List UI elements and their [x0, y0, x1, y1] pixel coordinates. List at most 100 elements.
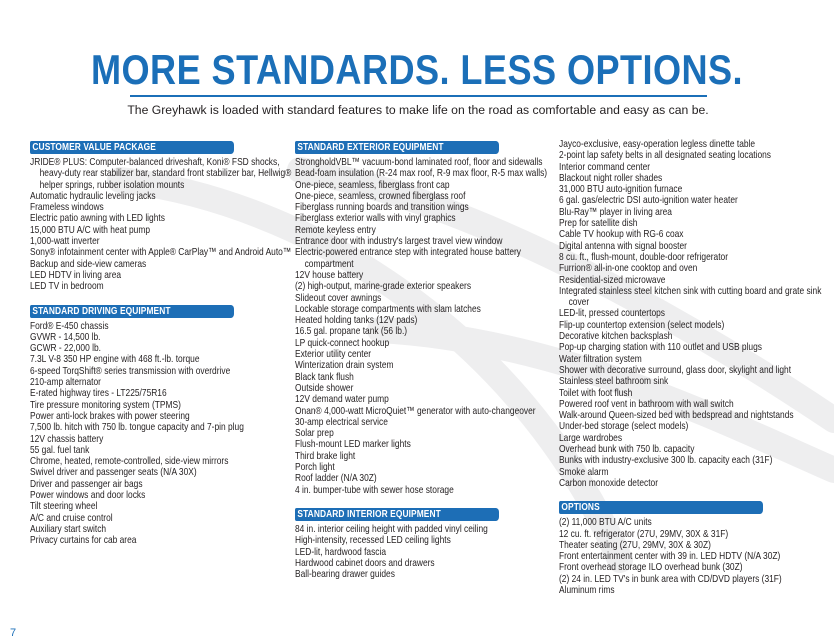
feature-item: Exterior utility center — [295, 348, 372, 361]
feature-item: Front overhead storage ILO overhead bunk… — [559, 561, 743, 574]
feature-item: 84 in. interior ceiling height with padd… — [295, 522, 488, 535]
feature-item: LED HDTV in living area — [30, 268, 122, 281]
feature-item: (2) high-output, marine-grade exterior s… — [295, 280, 472, 293]
feature-item: Chrome, heated, remote-controlled, side-… — [30, 455, 229, 468]
feature-item: Heated holding tanks (12V pads) — [295, 314, 418, 327]
feature-item: Bunks with industry-exclusive 300 lb. ca… — [559, 454, 773, 467]
section-heading: STANDARD DRIVING EQUIPMENT — [30, 304, 234, 318]
feature-item: Interior command center — [559, 160, 651, 173]
feature-item: Walk-around Queen-sized bed with bedspre… — [559, 409, 794, 422]
feature-item: 12 cu. ft. refrigerator (27U, 29MV, 30X … — [559, 527, 729, 540]
feature-item: Residential-sized microwave — [559, 273, 666, 286]
feature-item: 12V demand water pump — [295, 393, 389, 406]
feature-item: 1,000-watt inverter — [30, 235, 100, 248]
feature-item: 7.3L V-8 350 HP engine with 468 ft.-lb. … — [30, 353, 200, 366]
feature-item: 16.5 gal. propane tank (56 lb.) — [295, 325, 408, 338]
feature-item: Water filtration system — [559, 352, 642, 365]
feature-item: Overhead bunk with 750 lb. capacity — [559, 443, 695, 456]
feature-list: (2) 11,000 BTU A/C units 12 cu. ft. refri… — [559, 516, 823, 596]
feature-item: JRIDE® PLUS: Computer-balanced driveshaf… — [30, 156, 292, 191]
feature-item: Flush-mount LED marker lights — [295, 438, 411, 451]
feature-item: Sony® infotainment center with Apple® Ca… — [30, 246, 292, 259]
feature-item: Decorative kitchen backsplash — [559, 330, 673, 343]
feature-item: Lockable storage compartments with slam … — [295, 302, 481, 315]
feature-item: Onan® 4,000-watt MicroQuiet™ generator w… — [295, 404, 536, 417]
page-number: 7 — [10, 627, 17, 639]
feature-item: Solar prep — [295, 427, 334, 440]
feature-item: Hardwood cabinet doors and drawers — [295, 556, 435, 569]
feature-item: Roof ladder (N/A 30Z) — [295, 472, 377, 485]
feature-item: Third brake light — [295, 449, 356, 462]
feature-item: Winterization drain system — [295, 359, 394, 372]
column-2: STANDARD EXTERIOR EQUIPMENT StrongholdVB… — [295, 141, 559, 590]
section-options: OPTIONS (2) 11,000 BTU A/C units 12 cu. f… — [559, 501, 823, 596]
feature-item: LED-lit, hardwood fascia — [295, 545, 387, 558]
feature-item: A/C and cruise control — [30, 511, 113, 524]
feature-item: Front entertainment center with 39 in. L… — [559, 550, 781, 563]
feature-list: Jayco-exclusive, easy-operation legless … — [559, 138, 823, 489]
feature-item: Tire pressure monitoring system (TPMS) — [30, 398, 181, 411]
feature-item: Powered roof vent in bathroom with wall … — [559, 397, 734, 410]
feature-item: Prep for satellite dish — [559, 217, 638, 230]
feature-item: Digital antenna with signal booster — [559, 239, 687, 252]
feature-item: Under-bed storage (select models) — [559, 420, 689, 433]
section-standard-exterior-equipment: STANDARD EXTERIOR EQUIPMENT StrongholdVB… — [295, 141, 559, 496]
feature-item: Slideout cover awnings — [295, 291, 382, 304]
feature-item: 12V chassis battery — [30, 432, 104, 445]
feature-item: StrongholdVBL™ vacuum-bond laminated roo… — [295, 156, 543, 168]
feature-item: (2) 11,000 BTU A/C units — [559, 516, 652, 529]
feature-item: Flip-up countertop extension (select mod… — [559, 318, 725, 331]
page-title: MORE STANDARDS. LESS OPTIONS. — [91, 46, 743, 93]
feature-item: Entrance door with industry's largest tr… — [295, 235, 503, 248]
feature-item: Jayco-exclusive, easy-operation legless … — [559, 138, 756, 150]
feature-list: StrongholdVBL™ vacuum-bond laminated roo… — [295, 156, 559, 496]
feature-list: 84 in. interior ceiling height with padd… — [295, 522, 559, 580]
feature-item: LED TV in bedroom — [30, 280, 104, 293]
feature-item: High-intensity, recessed LED ceiling lig… — [295, 534, 451, 547]
feature-item: 31,000 BTU auto-ignition furnace — [559, 183, 683, 196]
feature-item: Aluminum rims — [559, 583, 615, 596]
feature-item: Integrated stainless steel kitchen sink … — [559, 284, 822, 309]
feature-item: Ford® E-450 chassis — [30, 319, 109, 332]
feature-item: LED-lit, pressed countertops — [559, 307, 665, 320]
feature-item: 210-amp alternator — [30, 376, 101, 389]
section-interior-continued: Jayco-exclusive, easy-operation legless … — [559, 138, 823, 489]
feature-item: Electric-powered entrance step with inte… — [295, 246, 521, 270]
section-heading: CUSTOMER VALUE PACKAGE — [30, 141, 234, 154]
feature-list: JRIDE® PLUS: Computer-balanced driveshaf… — [30, 156, 294, 293]
feature-item: 7,500 lb. hitch with 750 lb. tongue capa… — [30, 421, 244, 434]
page-subtitle: The Greyhawk is loaded with standard fea… — [127, 103, 709, 117]
feature-item: Electric patio awning with LED lights — [30, 212, 165, 225]
section-heading: STANDARD INTERIOR EQUIPMENT — [295, 507, 499, 521]
feature-item: Bead-foam insulation (R-24 max roof, R-9… — [295, 167, 548, 180]
feature-item: Automatic hydraulic leveling jacks — [30, 189, 156, 202]
feature-item: Fiberglass running boards and transition… — [295, 201, 469, 214]
feature-item: Fiberglass exterior walls with vinyl gra… — [295, 212, 456, 225]
feature-item: 4 in. bumper-tube with sewer hose storag… — [295, 483, 454, 496]
feature-item: 55 gal. fuel tank — [30, 443, 90, 456]
feature-item: Large wardrobes — [559, 431, 623, 444]
feature-item: Stainless steel bathroom sink — [559, 375, 669, 388]
feature-item: One-piece, seamless, fiberglass front ca… — [295, 178, 450, 191]
column-3: Jayco-exclusive, easy-operation legless … — [559, 138, 823, 606]
feature-item: 6-speed TorqShift® series transmission w… — [30, 364, 231, 377]
feature-item: 12V house battery — [295, 268, 364, 281]
feature-item: 15,000 BTU A/C with heat pump — [30, 223, 150, 236]
feature-item: Backup and side-view cameras — [30, 257, 147, 270]
section-standard-driving-equipment: STANDARD DRIVING EQUIPMENT Ford® E-450 c… — [30, 304, 294, 547]
section-standard-interior-equipment: STANDARD INTERIOR EQUIPMENT 84 in. inter… — [295, 507, 559, 580]
feature-item: Toilet with foot flush — [559, 386, 633, 399]
feature-item: Driver and passenger air bags — [30, 477, 143, 490]
column-1: CUSTOMER VALUE PACKAGE JRIDE® PLUS: Comp… — [30, 141, 294, 557]
feature-item: Blackout night roller shades — [559, 171, 663, 184]
feature-item: 2-point lap safety belts in all designat… — [559, 149, 772, 162]
feature-item: Outside shower — [295, 381, 354, 394]
feature-item: Smoke alarm — [559, 465, 609, 478]
feature-item: Tilt steering wheel — [30, 500, 98, 513]
feature-item: GCWR - 22,000 lb. — [30, 342, 101, 355]
feature-item: (2) 24 in. LED TV's in bunk area with CD… — [559, 572, 782, 585]
section-customer-value-package: CUSTOMER VALUE PACKAGE JRIDE® PLUS: Comp… — [30, 141, 294, 293]
feature-item: Remote keyless entry — [295, 223, 376, 236]
feature-item: 30-amp electrical service — [295, 415, 388, 428]
feature-item: Frameless windows — [30, 201, 104, 214]
